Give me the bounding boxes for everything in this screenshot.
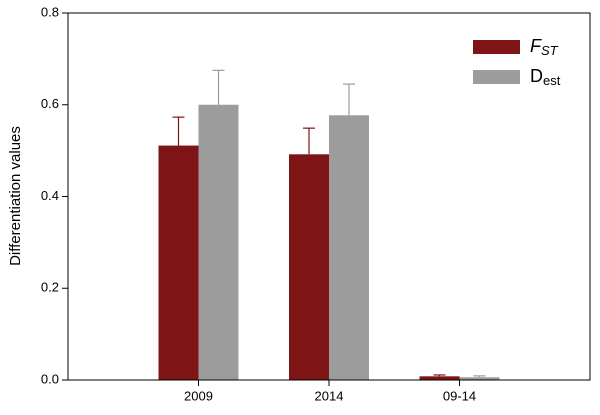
legend-swatch (473, 70, 520, 84)
bar (289, 154, 329, 380)
bar (419, 376, 460, 380)
legend-main: D (530, 66, 543, 86)
legend-main: F (530, 36, 542, 56)
y-tick-label: 0.8 (41, 4, 59, 19)
y-tick-label: 0.4 (41, 188, 59, 203)
legend-label: Dest (530, 66, 561, 89)
bar (158, 145, 199, 380)
y-axis-label: Differentiation values (7, 126, 24, 266)
y-tick-label: 0.0 (41, 371, 59, 386)
y-tick-label: 0.6 (41, 96, 59, 111)
legend-swatch (473, 40, 520, 54)
x-tick-label: 2009 (184, 388, 213, 403)
y-tick-label: 0.2 (41, 280, 59, 295)
bar (329, 115, 369, 381)
x-tick-label: 2014 (315, 388, 344, 403)
legend-sub: ST (541, 43, 559, 58)
legend-sub: est (543, 73, 561, 88)
bar (198, 104, 239, 380)
legend-label: FST (530, 36, 559, 59)
x-tick-label: 09-14 (443, 388, 476, 403)
bar (459, 377, 500, 380)
